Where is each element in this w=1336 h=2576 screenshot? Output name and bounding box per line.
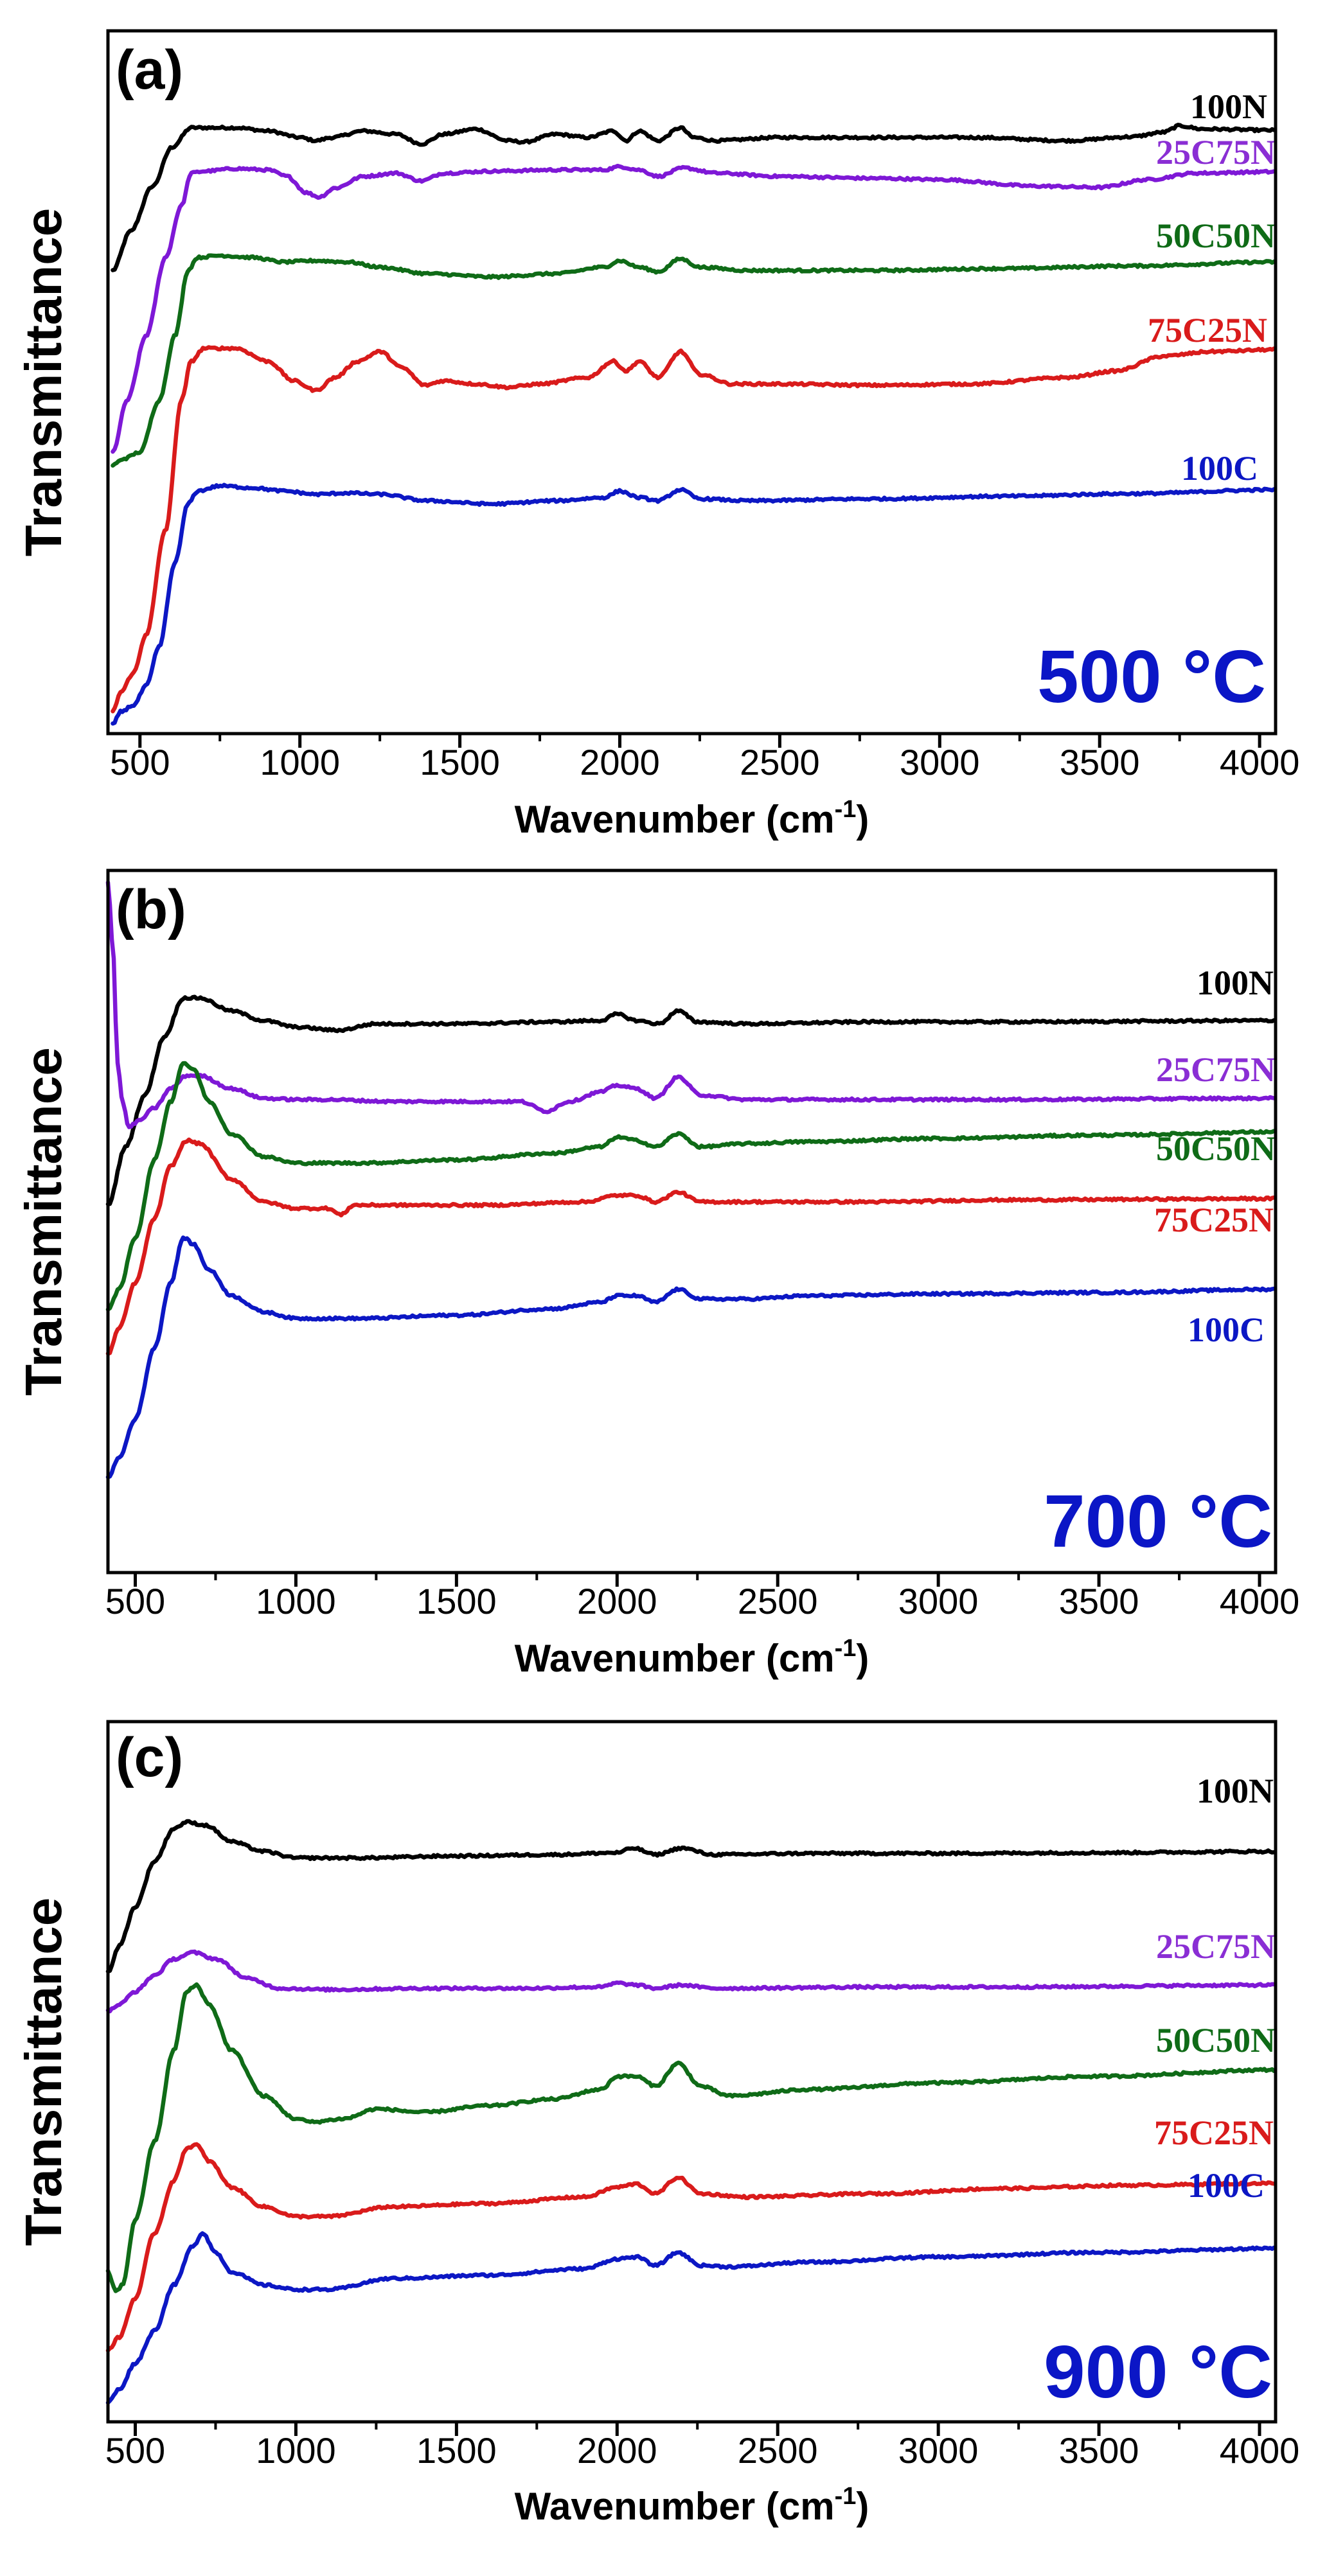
x-tick-label: 2500	[738, 2430, 818, 2471]
x-tick-label: 1500	[420, 742, 500, 782]
x-tick-label: 2000	[577, 2430, 657, 2471]
series-label-25c75n: 25C75N	[1156, 133, 1276, 172]
series-label-75c25n: 75C25N	[1154, 2113, 1274, 2152]
panel-letter: (b)	[116, 879, 186, 940]
series-label-100c: 100C	[1188, 1310, 1265, 1349]
series-line-50c50n	[105, 1061, 1276, 1312]
x-tick-label: 1000	[260, 742, 340, 782]
temperature-annotation: 900 °C	[1044, 2330, 1272, 2413]
panel-letter: (a)	[116, 39, 183, 101]
panels-container: 100N 25C75N 50C50N 75C25N 100C 500 1000 1500 200…	[15, 29, 1300, 2528]
x-axis-title: Wavenumber (cm-1)	[515, 1635, 869, 1680]
series-line-75c25n	[105, 2142, 1276, 2353]
series-line-75c25n	[111, 345, 1276, 714]
x-tick-label: 3000	[898, 2430, 979, 2471]
series-label-100n: 100N	[1190, 87, 1267, 126]
panel-letter: (c)	[116, 1727, 183, 1788]
series-line-25c75n	[105, 1949, 1276, 2014]
x-tick-label: 3000	[900, 742, 980, 782]
x-tick-label: 3500	[1059, 2430, 1139, 2471]
x-tick-label: 1500	[416, 2430, 497, 2471]
x-tick-label: 2000	[580, 742, 660, 782]
panel-3: 100N 25C75N 50C50N 75C25N 100C 500 1000 1500 200…	[15, 1720, 1300, 2528]
y-axis-title: Transmittance	[15, 1898, 72, 2246]
series-label-50c50n: 50C50N	[1156, 2021, 1276, 2060]
series-label-75c25n: 75C25N	[1154, 1201, 1274, 1239]
series-line-50c50n	[111, 253, 1276, 468]
series-line-50c50n	[105, 1982, 1276, 2293]
x-axis-title: Wavenumber (cm-1)	[515, 796, 869, 841]
plot-frame	[106, 1720, 1278, 2424]
series-label-100n: 100N	[1197, 964, 1274, 1002]
temperature-annotation: 700 °C	[1044, 1479, 1272, 1563]
series-line-25c75n	[111, 163, 1276, 454]
x-tick-label: 500	[105, 2430, 165, 2471]
plot-frame	[106, 29, 1278, 736]
x-tick-label: 4000	[1220, 1581, 1300, 1621]
series-label-25c75n: 25C75N	[1156, 1050, 1276, 1089]
x-tick-label: 500	[105, 1581, 165, 1621]
series-line-100c	[105, 1235, 1276, 1479]
x-tick-label: 4000	[1220, 2430, 1300, 2471]
x-tick-label: 1000	[256, 2430, 336, 2471]
x-tick-label: 2500	[738, 1581, 818, 1621]
y-axis-title: Transmittance	[15, 1047, 72, 1395]
x-axis-title: Wavenumber (cm-1)	[515, 2483, 869, 2528]
panel-2: 100N 25C75N 50C50N 75C25N 100C 500 1000 1500 200…	[15, 869, 1300, 1680]
x-tick-label: 2500	[740, 742, 820, 782]
series-label-75c25n: 75C25N	[1148, 311, 1267, 349]
temperature-annotation: 500 °C	[1037, 635, 1266, 718]
x-tick-label: 1500	[416, 1581, 497, 1621]
series-label-100c: 100C	[1188, 2166, 1265, 2205]
x-tick-label: 3500	[1060, 742, 1140, 782]
series-line-100c	[111, 482, 1276, 726]
series-line-100n	[105, 1819, 1276, 1974]
x-tick-label: 500	[110, 742, 170, 782]
y-axis-title: Transmittance	[15, 208, 72, 556]
series-line-100n	[105, 994, 1276, 1206]
x-tick-label: 3000	[898, 1581, 979, 1621]
x-tick-label: 4000	[1220, 742, 1300, 782]
series-line-25c75n	[105, 880, 1276, 1129]
series-label-100c: 100C	[1181, 449, 1258, 488]
series-label-50c50n: 50C50N	[1156, 216, 1276, 255]
x-tick-label: 1000	[256, 1581, 336, 1621]
x-tick-label: 3500	[1059, 1581, 1139, 1621]
x-tick-label: 2000	[577, 1581, 657, 1621]
series-line-100n	[111, 123, 1276, 272]
panel-1: 100N 25C75N 50C50N 75C25N 100C 500 1000 1500 200…	[15, 29, 1300, 841]
series-label-50c50n: 50C50N	[1156, 1129, 1276, 1168]
series-label-100n: 100N	[1197, 1772, 1274, 1810]
series-line-75c25n	[105, 1137, 1276, 1356]
series-line-100c	[105, 2231, 1276, 2405]
plot-frame	[106, 869, 1278, 1575]
series-label-25c75n: 25C75N	[1156, 1927, 1276, 1966]
